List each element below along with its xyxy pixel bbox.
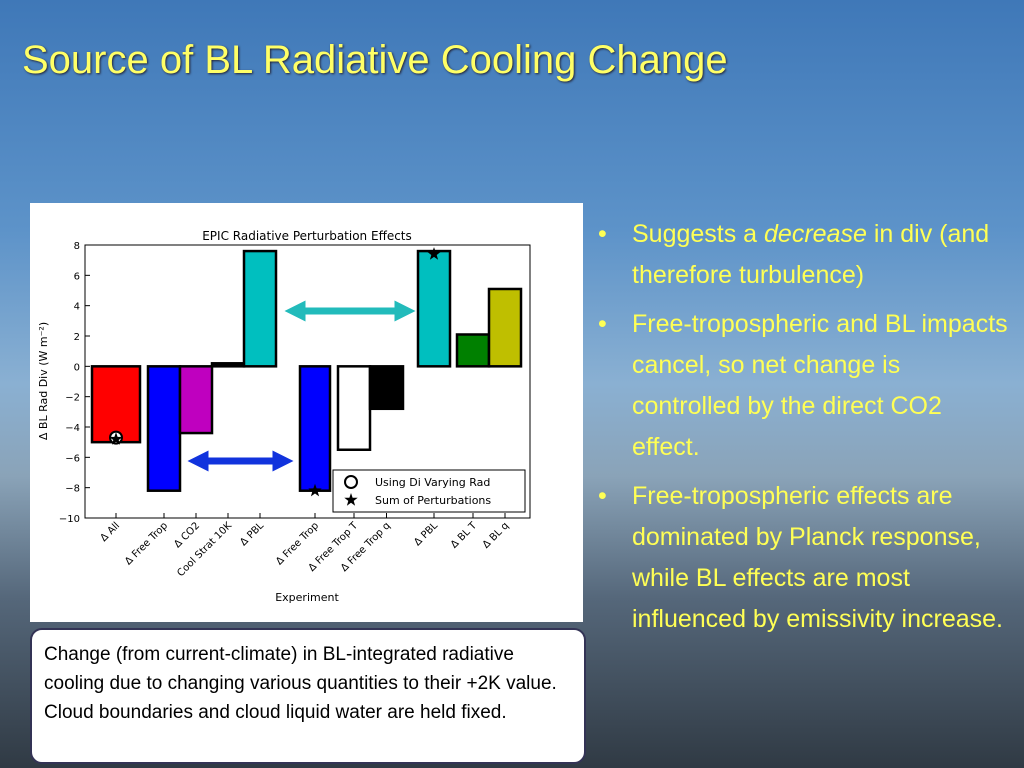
y-tick-label: 2: [74, 332, 80, 343]
chart-title: EPIC Radiative Perturbation Effects: [202, 229, 412, 243]
bar: [368, 365, 405, 411]
legend-marker: [344, 493, 358, 506]
y-tick-label: −6: [65, 453, 80, 464]
bar: [487, 287, 523, 368]
text: Free-tropospheric and BL impacts cancel,…: [632, 310, 1008, 461]
x-tick-label: Δ BL T: [449, 520, 480, 551]
caption: Change (from current-climate) in BL-inte…: [30, 628, 586, 764]
x-tick-label: Δ Free Trop: [123, 520, 170, 567]
legend-marker: [344, 475, 358, 489]
bar: [336, 365, 372, 452]
x-tick-label: Cool Strat 10K: [175, 520, 234, 579]
x-tick-label: Δ BL q: [481, 520, 511, 550]
text: in div (and therefore turbulence): [632, 220, 990, 289]
legend-label: Using Di Varying Rad: [375, 476, 490, 489]
emphasis: decrease: [764, 220, 867, 248]
bar: [242, 249, 278, 368]
x-tick-label: Δ PBL: [238, 520, 266, 548]
y-tick-label: −2: [65, 393, 80, 404]
y-tick-label: −10: [59, 514, 80, 525]
text: Suggests a: [632, 220, 765, 248]
x-tick-label: Δ Free Trop: [274, 520, 321, 567]
x-tick-label: Δ CO2: [172, 520, 202, 550]
bar: [416, 249, 452, 368]
x-tick-label: Δ Free Trop q: [339, 520, 393, 574]
y-tick-label: 0: [74, 362, 80, 373]
x-tick-label: Δ PBL: [412, 520, 440, 548]
legend-label: Sum of Perturbations: [375, 494, 491, 507]
plot-frame: [84, 244, 531, 519]
slide-title: Source of BL Radiative Cooling Change: [22, 38, 728, 82]
bar: [210, 362, 246, 368]
y-tick-label: −8: [65, 484, 80, 495]
chart-panel: [30, 203, 583, 622]
bar: [178, 365, 214, 435]
y-tick-label: 6: [74, 271, 80, 282]
x-tick-label: Δ Free Trop T: [307, 520, 361, 574]
bullet-list: Suggests a decrease in div (and therefor…: [598, 214, 1008, 648]
bar: [298, 365, 332, 492]
text: Free-tropospheric effects are dominated …: [632, 482, 1003, 633]
bar: [146, 365, 182, 492]
bullet: Suggests a decrease in div (and therefor…: [598, 214, 1008, 296]
y-tick-label: 4: [74, 302, 80, 313]
bullet: Free-tropospheric effects are dominated …: [598, 476, 1008, 640]
legend-box: [332, 469, 526, 513]
y-tick-label: −4: [65, 423, 80, 434]
marker-star: [109, 432, 123, 445]
y-axis-label: Δ BL Rad Div (W m⁻²): [37, 322, 50, 440]
bar: [90, 365, 142, 444]
marker-star: [427, 247, 441, 260]
bar: [455, 333, 491, 368]
marker-star: [308, 483, 322, 497]
x-axis-label: Experiment: [275, 591, 339, 604]
y-tick-label: 8: [74, 241, 80, 252]
x-tick-label: Δ All: [98, 520, 122, 544]
bullet: Free-tropospheric and BL impacts cancel,…: [598, 304, 1008, 468]
marker-circle: [109, 430, 123, 445]
